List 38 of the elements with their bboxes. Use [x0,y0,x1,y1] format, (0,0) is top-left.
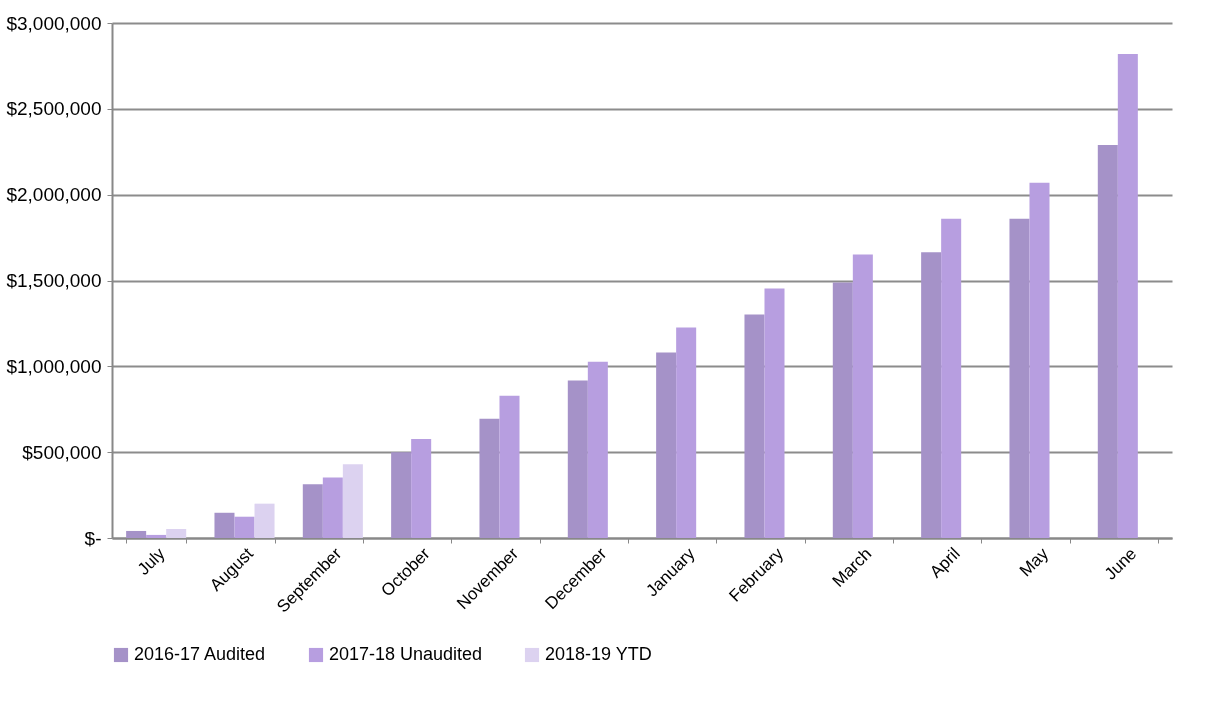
bar [587,361,608,538]
bar [744,314,765,538]
bar [479,418,500,538]
bar [676,327,697,538]
legend-label: 2016-17 Audited [134,644,266,664]
bar [852,254,873,538]
y-tick-label: $2,500,000 [6,98,102,120]
bar [1097,144,1118,538]
bar [411,439,432,538]
y-tick-label: $1,000,000 [6,355,102,377]
bar [234,516,255,538]
bar [166,528,187,538]
bar [322,477,343,538]
bar [146,534,167,538]
bar [391,452,412,538]
bar [921,252,942,538]
bar [656,352,677,538]
bar [342,464,363,538]
bar [126,530,147,538]
bar [1009,218,1030,538]
bar [499,395,520,538]
bar [764,288,785,538]
bar [1117,53,1138,538]
y-tick-label: $2,000,000 [6,184,102,206]
y-tick-label: $3,000,000 [6,12,102,34]
y-tick-label: $1,500,000 [6,270,102,291]
y-tick-label: $- [84,527,102,549]
y-tick-label: $500,000 [22,441,102,463]
x-tick-label: July [133,543,170,579]
bar [1029,182,1050,538]
legend-label: 2018-19 YTD [545,644,652,664]
bar [832,282,853,538]
bar [214,512,235,538]
bar [254,503,275,538]
bar [302,484,323,538]
legend-label: 2017-18 Unaudited [329,644,483,664]
bar [567,380,588,538]
bar [941,218,962,538]
